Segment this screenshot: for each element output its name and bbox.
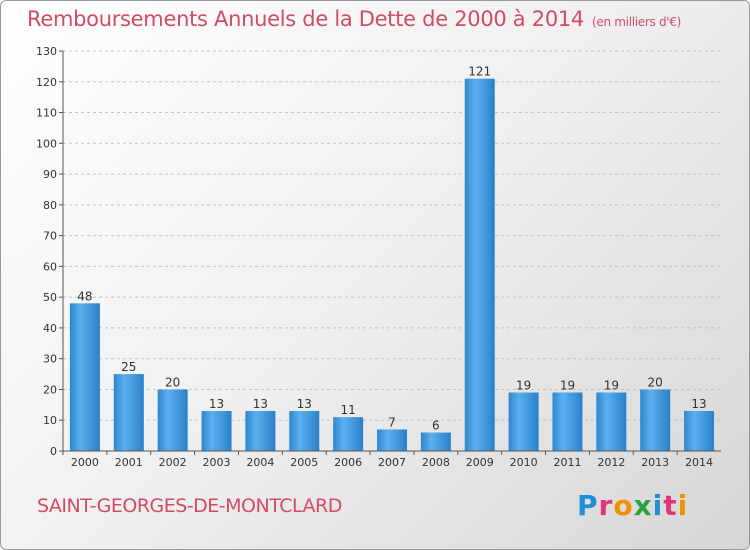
y-tick-label: 110 (36, 107, 57, 120)
bar-value-label: 20 (165, 375, 180, 389)
proxiti-logo[interactable]: Proxiti (577, 489, 688, 522)
bar-value-label: 19 (560, 379, 575, 393)
logo-letter: i (677, 489, 689, 522)
bar-value-label: 20 (648, 375, 663, 389)
bar (684, 411, 715, 451)
y-tick-label: 20 (43, 383, 57, 396)
y-tick-label: 120 (36, 76, 57, 89)
bar (113, 374, 144, 451)
y-axis: 0 10 20 30 40 50 60 70 80 90 100 110 120 130 (36, 45, 64, 458)
bar-value-label: 13 (691, 397, 706, 411)
bar (508, 392, 539, 451)
x-axis: 2000 2001 2002 2003 2004 2005 2006 2007 2008 2009… (62, 450, 721, 469)
bar (464, 78, 495, 451)
chart-title: Remboursements Annuels de la Dette de 20… (27, 7, 681, 31)
chart-title-text: Remboursements Annuels de la Dette de 20… (27, 7, 584, 31)
x-tick-label: 2011 (553, 456, 581, 469)
bar (420, 432, 451, 451)
bar (69, 303, 100, 451)
bar-value-label: 19 (516, 379, 531, 393)
bar-value-label: 13 (253, 397, 268, 411)
bar (596, 392, 627, 451)
bar-value-label: 25 (121, 360, 136, 374)
logo-letter: o (613, 489, 634, 522)
bar-value-label: 11 (340, 403, 355, 417)
y-tick-label: 50 (43, 291, 57, 304)
x-tick-label: 2003 (203, 456, 231, 469)
bar-value-label: 13 (297, 397, 312, 411)
bar (245, 411, 276, 451)
x-tick-label: 2006 (334, 456, 362, 469)
bar-value-label: 121 (468, 65, 491, 79)
bars: 48 25 20 13 13 13 11 7 6 121 19 19 19 20 13 (69, 65, 715, 451)
logo-letter: t (663, 489, 678, 522)
y-tick-label: 40 (43, 322, 57, 335)
y-tick-label: 0 (50, 445, 57, 458)
town-name: SAINT-GEORGES-DE-MONTCLARD (37, 495, 342, 517)
logo-letter: P (577, 489, 599, 522)
x-tick-label: 2009 (466, 456, 494, 469)
x-tick-label: 2001 (115, 456, 143, 469)
x-tick-label: 2010 (510, 456, 538, 469)
x-tick-label: 2005 (290, 456, 318, 469)
y-tick-label: 100 (36, 137, 57, 150)
x-tick-label: 2012 (597, 456, 625, 469)
y-tick-label: 60 (43, 260, 57, 273)
x-tick-label: 2000 (71, 456, 99, 469)
bar (289, 411, 320, 451)
bar (377, 429, 407, 451)
bar-value-label: 19 (604, 379, 619, 393)
chart-unit: (en milliers d'€) (592, 15, 682, 29)
y-tick-label: 130 (36, 45, 57, 58)
y-tick-label: 90 (43, 168, 57, 181)
bar-value-label: 48 (77, 289, 92, 303)
y-tick-label: 70 (43, 230, 57, 243)
x-tick-label: 2008 (422, 456, 450, 469)
bar-value-label: 7 (388, 415, 396, 429)
x-tick-label: 2002 (159, 456, 187, 469)
x-tick-label: 2007 (378, 456, 406, 469)
logo-letter: x (633, 489, 653, 522)
x-tick-label: 2013 (641, 456, 669, 469)
logo-letter: r (598, 489, 614, 522)
logo-letter: i (652, 489, 664, 522)
y-tick-label: 30 (43, 353, 57, 366)
y-tick-label: 80 (43, 199, 57, 212)
x-tick-label: 2014 (685, 456, 713, 469)
x-tick-label: 2004 (246, 456, 274, 469)
bar (157, 389, 188, 451)
bar-value-label: 13 (209, 397, 224, 411)
y-tick-label: 10 (43, 414, 57, 427)
bar (552, 392, 583, 451)
bar (333, 417, 364, 451)
bar-value-label: 6 (432, 419, 440, 433)
bar (201, 411, 232, 451)
bar (640, 389, 671, 451)
